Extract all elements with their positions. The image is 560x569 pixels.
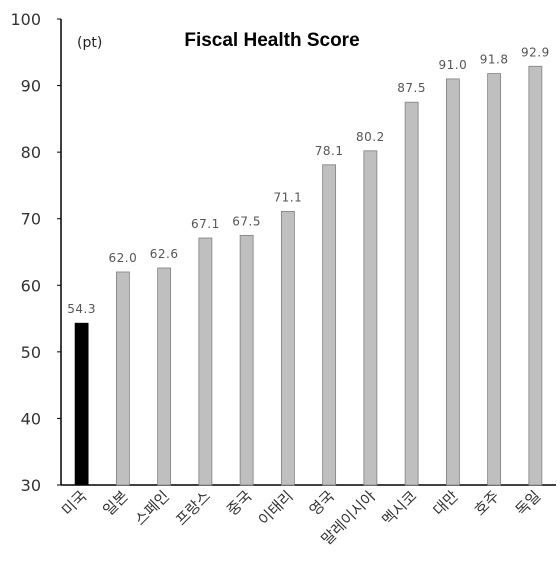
chart-title: Fiscal Health Score (184, 30, 359, 51)
x-tick-label: 미국 (58, 487, 90, 519)
y-tick-label: 60 (21, 276, 41, 295)
bar (157, 267, 172, 486)
x-tick-label: 멕시코 (378, 487, 420, 529)
data-label: 62.0 (109, 251, 138, 265)
y-tick-label: 40 (21, 409, 41, 428)
y-tick-label: 30 (21, 476, 41, 495)
x-tick-label: 대만 (429, 487, 461, 519)
x-tick-label: 호주 (471, 487, 503, 519)
bar (322, 164, 337, 486)
bar (239, 234, 254, 486)
bar (198, 237, 213, 486)
data-label: 62.6 (150, 247, 179, 261)
x-tick-label: 이태리 (255, 487, 297, 529)
data-labels: 54.3 62.0 62.6 67.1 67.5 71.1 78.1 80.2 87.5 91.0… (67, 45, 549, 316)
data-label: 71.1 (274, 190, 303, 204)
bars (74, 65, 543, 486)
bar (363, 150, 378, 486)
bar (115, 271, 130, 486)
data-label: 67.5 (232, 214, 261, 228)
x-tick-label: 중국 (223, 487, 255, 519)
y-tick-label: 100 (10, 10, 41, 29)
x-tick-label: 영국 (306, 487, 338, 519)
data-label: 91.8 (480, 53, 509, 67)
unit-label: (pt) (77, 35, 102, 51)
x-tick-label: 일본 (99, 487, 131, 519)
bar (404, 101, 419, 486)
y-tick-label: 50 (21, 343, 41, 362)
data-label: 54.3 (67, 302, 96, 316)
bar (487, 73, 502, 486)
bar (528, 65, 543, 486)
data-label: 67.1 (191, 217, 220, 231)
x-tick-label: 스페인 (131, 487, 173, 529)
bar (445, 78, 460, 486)
y-tick-label: 70 (21, 210, 41, 229)
y-tick-label: 90 (21, 77, 41, 96)
axes (57, 18, 556, 486)
x-tick-label: 독일 (512, 487, 544, 519)
data-label: 91.0 (439, 58, 468, 72)
data-label: 87.5 (397, 81, 426, 95)
bar (74, 322, 89, 486)
x-tick-label: 프랑스 (172, 487, 214, 529)
y-tick-labels: 30 40 50 60 70 80 90 100 (10, 10, 41, 495)
data-label: 80.2 (356, 130, 385, 144)
data-label: 78.1 (315, 144, 344, 158)
data-label: 92.9 (521, 45, 550, 59)
bar (280, 210, 295, 486)
y-tick-label: 80 (21, 143, 41, 162)
